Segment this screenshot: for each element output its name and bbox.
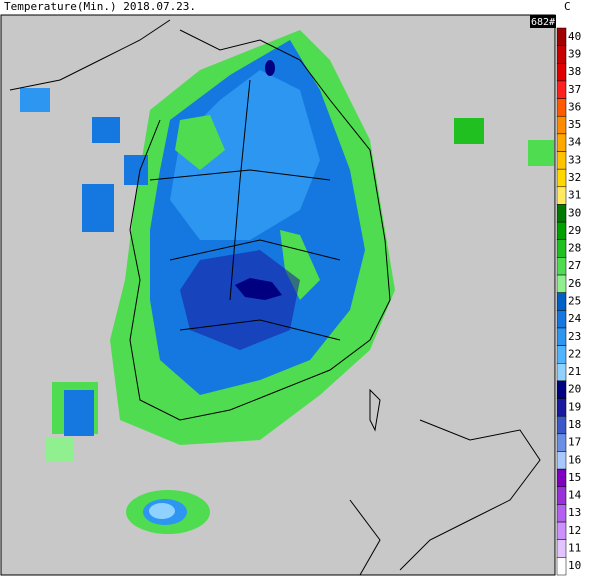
legend-label: 19 bbox=[568, 400, 581, 413]
legend-swatch bbox=[556, 239, 567, 258]
legend-swatch bbox=[556, 80, 567, 99]
coastlines bbox=[9, 19, 541, 576]
legend-label: 29 bbox=[568, 224, 581, 237]
legend-swatch bbox=[556, 398, 567, 417]
legend-swatch bbox=[556, 115, 567, 135]
legend-swatch bbox=[556, 363, 567, 382]
legend-swatch bbox=[556, 380, 567, 399]
legend-swatch bbox=[556, 45, 567, 64]
legend-label: 24 bbox=[568, 312, 582, 325]
legend-swatch bbox=[556, 63, 567, 82]
legend-label: 18 bbox=[568, 418, 581, 431]
legend-label: 33 bbox=[568, 153, 581, 166]
legend-swatch bbox=[556, 204, 567, 223]
legend-label: 30 bbox=[568, 206, 581, 219]
legend-swatch bbox=[556, 451, 567, 470]
title: Temperature(Min.) 2018.07.23. bbox=[4, 0, 196, 13]
legend-swatch bbox=[556, 310, 567, 329]
legend-swatch bbox=[556, 27, 567, 46]
legend-label: 12 bbox=[568, 524, 581, 537]
legend-label: 22 bbox=[568, 347, 581, 360]
legend-label: 14 bbox=[568, 489, 582, 502]
count-badge bbox=[530, 15, 556, 28]
temperature-field bbox=[20, 30, 554, 534]
legend-label: 21 bbox=[568, 365, 581, 378]
legend-label: 40 bbox=[568, 30, 581, 43]
legend-label: 37 bbox=[568, 83, 581, 96]
legend-label: 15 bbox=[568, 471, 581, 484]
legend-swatch bbox=[556, 345, 567, 364]
legend-swatch bbox=[556, 504, 567, 523]
legend-swatch bbox=[556, 468, 567, 488]
legend-label: 34 bbox=[568, 136, 582, 149]
legend-swatch bbox=[556, 151, 567, 170]
legend-swatch bbox=[556, 98, 567, 117]
legend-swatch bbox=[556, 168, 567, 188]
unit-label: C bbox=[564, 0, 571, 13]
legend-swatch bbox=[556, 415, 567, 435]
legend-label: 20 bbox=[568, 383, 581, 396]
legend-swatch bbox=[556, 257, 567, 276]
legend-label: 23 bbox=[568, 330, 581, 343]
legend-swatch bbox=[556, 274, 567, 293]
legend-swatch bbox=[556, 133, 567, 152]
legend-swatch bbox=[556, 539, 567, 558]
legend-label: 25 bbox=[568, 295, 581, 308]
legend-swatch bbox=[556, 433, 567, 452]
legend-swatch bbox=[556, 327, 567, 346]
legend-swatch bbox=[556, 486, 567, 505]
legend-label: 13 bbox=[568, 506, 581, 519]
color-legend: 40 39 38 37 36 35 34 33 32 31 30 29 28 27 26 25 24 23 22 21… bbox=[556, 27, 582, 576]
legend-label: 31 bbox=[568, 189, 581, 202]
legend-swatch bbox=[556, 557, 567, 576]
legend-label: 11 bbox=[568, 542, 581, 555]
legend-swatch bbox=[556, 292, 567, 311]
legend-swatch bbox=[556, 186, 567, 205]
legend-label: 28 bbox=[568, 242, 581, 255]
legend-label: 16 bbox=[568, 453, 581, 466]
station-count: 682# bbox=[531, 17, 555, 28]
legend-label: 10 bbox=[568, 559, 581, 572]
legend-swatch bbox=[556, 221, 567, 240]
legend-swatch bbox=[556, 521, 567, 540]
legend-label: 36 bbox=[568, 100, 581, 113]
legend-label: 32 bbox=[568, 171, 581, 184]
legend-label: 38 bbox=[568, 65, 581, 78]
legend-label: 39 bbox=[568, 47, 581, 60]
legend-label: 27 bbox=[568, 259, 581, 272]
legend-label: 17 bbox=[568, 436, 581, 449]
legend-label: 35 bbox=[568, 118, 581, 131]
legend-label: 26 bbox=[568, 277, 581, 290]
